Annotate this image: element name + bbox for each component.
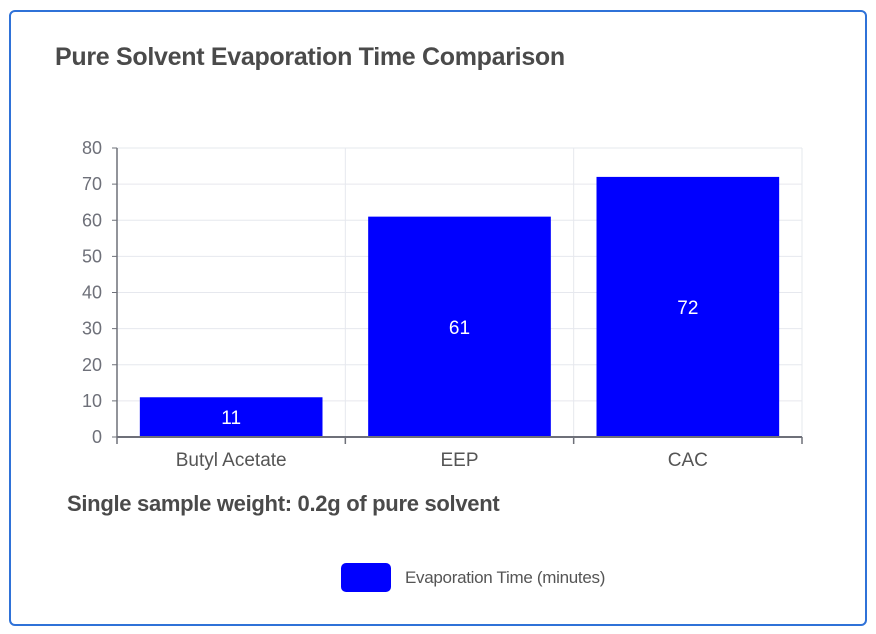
chart-legend[interactable]: Evaporation Time (minutes) bbox=[341, 563, 605, 592]
y-tick-label: 80 bbox=[82, 138, 102, 158]
legend-swatch[interactable] bbox=[341, 563, 391, 592]
x-tick-label: CAC bbox=[668, 450, 708, 471]
bar bbox=[596, 176, 780, 437]
bar-value-label: 11 bbox=[221, 408, 241, 429]
y-tick-label: 20 bbox=[82, 355, 102, 375]
y-tick-label: 40 bbox=[82, 283, 102, 303]
y-tick-label: 70 bbox=[82, 174, 102, 194]
bar bbox=[139, 397, 323, 437]
bar-value-label: 61 bbox=[449, 318, 470, 339]
y-tick-label: 10 bbox=[82, 391, 102, 411]
legend-label[interactable]: Evaporation Time (minutes) bbox=[405, 567, 606, 587]
x-tick-label: EEP bbox=[440, 450, 478, 471]
chart-title: Pure Solvent Evaporation Time Comparison bbox=[55, 43, 565, 71]
y-tick-label: 60 bbox=[82, 210, 102, 230]
y-tick-label: 50 bbox=[82, 246, 102, 266]
x-tick-label: Butyl Acetate bbox=[176, 450, 287, 471]
chart-subtitle: Single sample weight: 0.2g of pure solve… bbox=[67, 491, 500, 516]
bar-value-label: 72 bbox=[677, 298, 698, 319]
y-tick-label: 30 bbox=[82, 319, 102, 339]
bar bbox=[368, 216, 551, 437]
y-tick-label: 0 bbox=[92, 427, 102, 447]
